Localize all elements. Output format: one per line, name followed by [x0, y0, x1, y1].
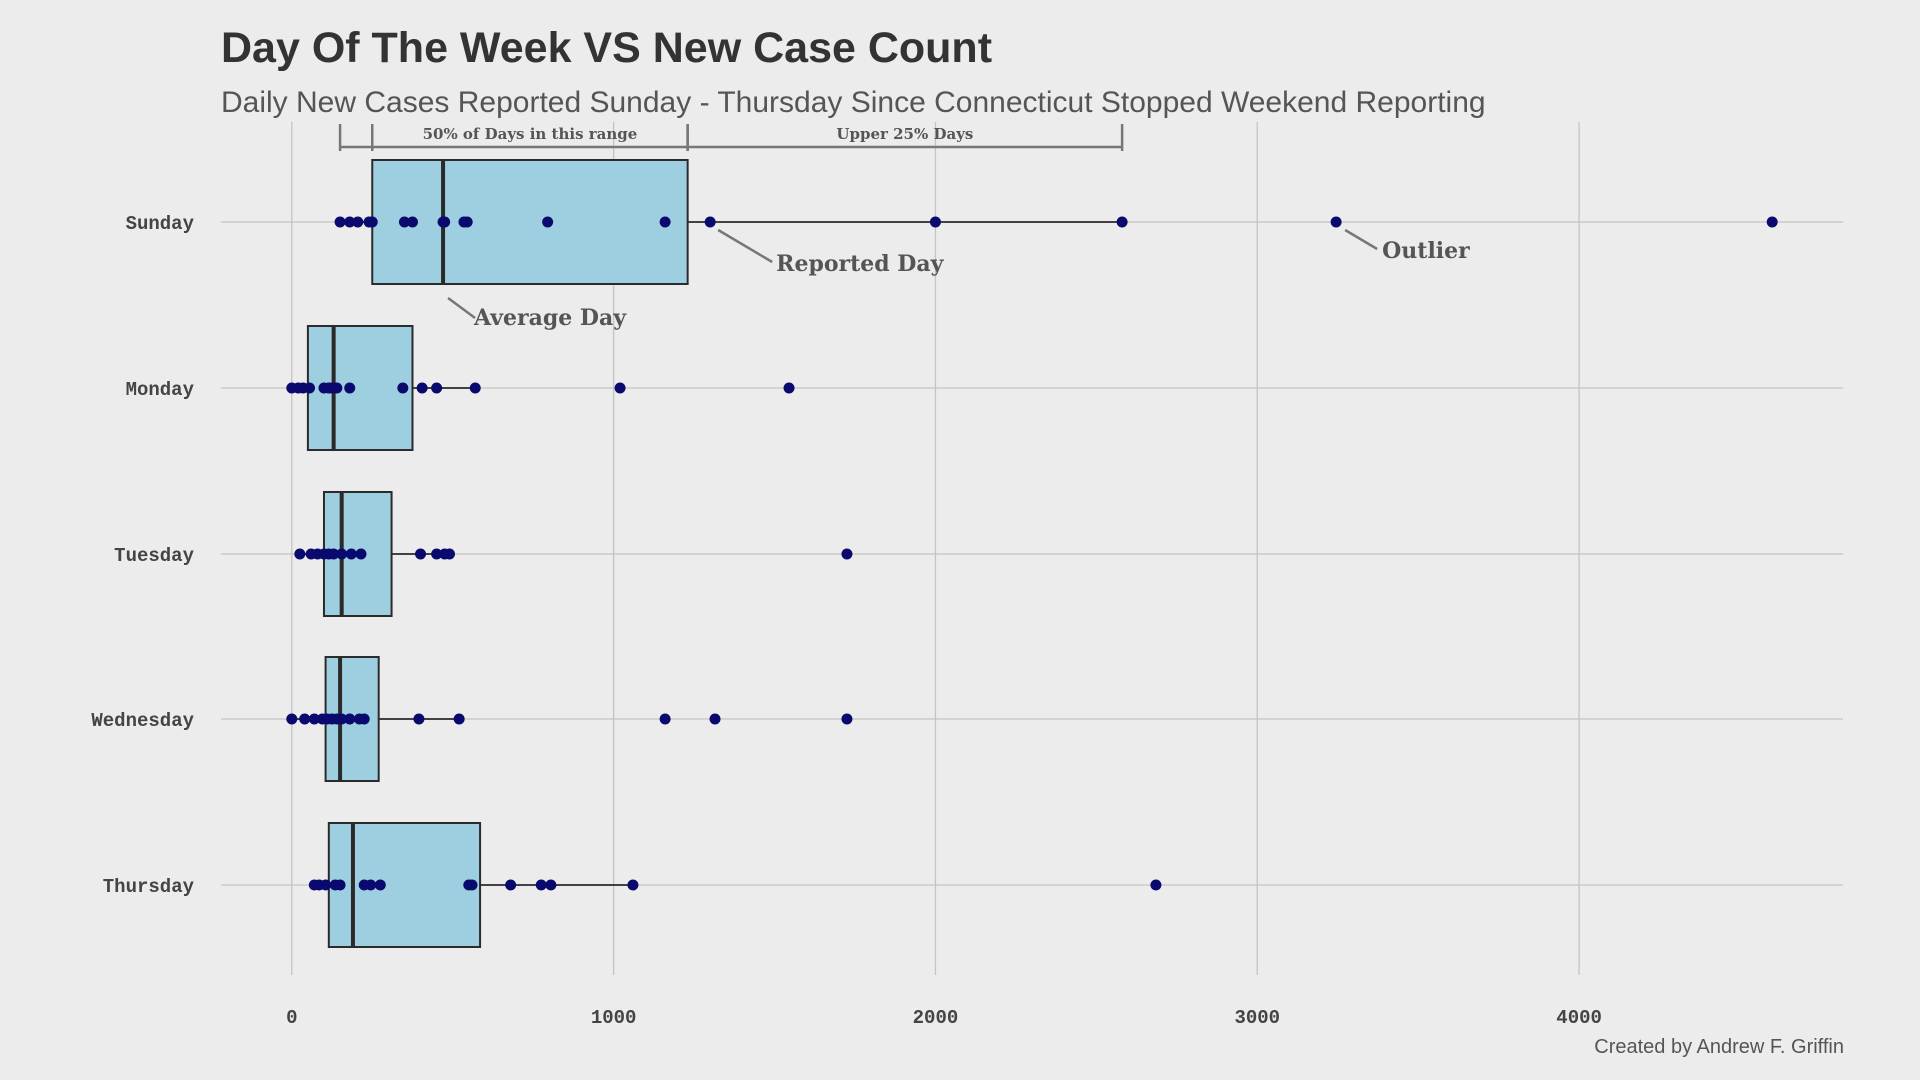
data-point-sunday-4	[366, 216, 378, 228]
x-tick-label-2000: 2000	[913, 1007, 959, 1029]
data-point-monday-10	[416, 382, 428, 394]
data-point-sunday-5	[398, 216, 410, 228]
data-point-sunday-11	[542, 216, 554, 228]
data-point-wednesday-13	[659, 713, 671, 725]
data-point-monday-8	[344, 382, 356, 394]
data-point-thursday-2	[320, 879, 332, 891]
data-point-wednesday-14	[709, 713, 721, 725]
data-point-sunday-14	[929, 216, 941, 228]
data-points	[286, 216, 1778, 891]
y-tick-label-sunday: Sunday	[126, 213, 195, 235]
x-tick-label-1000: 1000	[591, 1007, 637, 1029]
data-point-wednesday-1	[299, 713, 311, 725]
chart-caption: Created by Andrew F. Griffin	[1594, 1036, 1844, 1058]
callout-label-reported-day: Reported Day	[776, 251, 944, 277]
data-point-wednesday-12	[453, 713, 465, 725]
data-point-sunday-8	[439, 216, 451, 228]
data-point-tuesday-7	[345, 548, 357, 560]
data-point-thursday-11	[535, 879, 547, 891]
data-point-wednesday-11	[413, 713, 425, 725]
data-point-monday-12	[469, 382, 481, 394]
data-point-wednesday-2	[308, 713, 320, 725]
data-point-tuesday-13	[841, 548, 853, 560]
x-tick-label-0: 0	[286, 1007, 297, 1029]
data-point-thursday-6	[365, 879, 377, 891]
callout-line-outlier	[1344, 228, 1378, 251]
callout-line-average-day	[447, 296, 476, 320]
data-point-monday-7	[331, 382, 343, 394]
data-point-thursday-14	[1150, 879, 1162, 891]
data-point-sunday-12	[659, 216, 671, 228]
chart-title: Day Of The Week VS New Case Count	[221, 24, 993, 72]
data-point-sunday-13	[704, 216, 716, 228]
data-point-monday-3	[304, 382, 316, 394]
y-tick-label-wednesday: Wednesday	[91, 710, 194, 732]
y-tick-label-tuesday: Tuesday	[114, 545, 194, 567]
data-point-wednesday-8	[344, 713, 356, 725]
data-point-thursday-12	[545, 879, 557, 891]
callout-label-average-day: Average Day	[473, 305, 627, 331]
callout-label-outlier: Outlier	[1382, 238, 1470, 264]
x-tick-label-4000: 4000	[1556, 1007, 1602, 1029]
data-point-monday-11	[431, 382, 443, 394]
data-point-tuesday-5	[328, 548, 340, 560]
data-point-tuesday-12	[443, 548, 455, 560]
box-sunday	[371, 159, 689, 285]
annotations: 50% of Days in this range Upper 25% Days A…	[338, 124, 1470, 331]
data-point-thursday-13	[627, 879, 639, 891]
data-point-thursday-9	[466, 879, 478, 891]
data-point-thursday-10	[505, 879, 517, 891]
y-tick-label-monday: Monday	[126, 379, 195, 401]
data-point-tuesday-6	[336, 548, 348, 560]
data-point-monday-13	[614, 382, 626, 394]
data-point-wednesday-7	[336, 713, 348, 725]
data-point-sunday-1	[344, 216, 356, 228]
y-tick-label-thursday: Thursday	[103, 876, 195, 898]
data-point-thursday-7	[374, 879, 386, 891]
data-point-sunday-15	[1116, 216, 1128, 228]
data-point-wednesday-10	[358, 713, 370, 725]
data-point-tuesday-8	[355, 548, 367, 560]
chart-subtitle: Daily New Cases Reported Sunday - Thursd…	[221, 86, 1486, 119]
data-point-sunday-16	[1330, 216, 1342, 228]
data-point-sunday-0	[334, 216, 346, 228]
callout-line-reported-day	[717, 228, 773, 264]
data-point-monday-14	[783, 382, 795, 394]
data-point-monday-9	[397, 382, 409, 394]
data-point-tuesday-0	[294, 548, 306, 560]
data-point-tuesday-9	[415, 548, 427, 560]
bracket-label-range-upper: Upper 25% Days	[836, 125, 973, 143]
data-point-wednesday-15	[841, 713, 853, 725]
axis-labels: Sunday Monday Tuesday Wednesday Thursday 0 100…	[91, 213, 1602, 1029]
bracket-label-range-50: 50% of Days in this range	[423, 125, 638, 143]
data-point-wednesday-0	[286, 713, 298, 725]
data-point-thursday-4	[334, 879, 346, 891]
data-point-sunday-6	[406, 216, 418, 228]
data-point-tuesday-10	[431, 548, 443, 560]
data-point-sunday-10	[461, 216, 473, 228]
data-point-sunday-2	[352, 216, 364, 228]
x-tick-label-3000: 3000	[1234, 1007, 1280, 1029]
data-point-sunday-17	[1766, 216, 1778, 228]
